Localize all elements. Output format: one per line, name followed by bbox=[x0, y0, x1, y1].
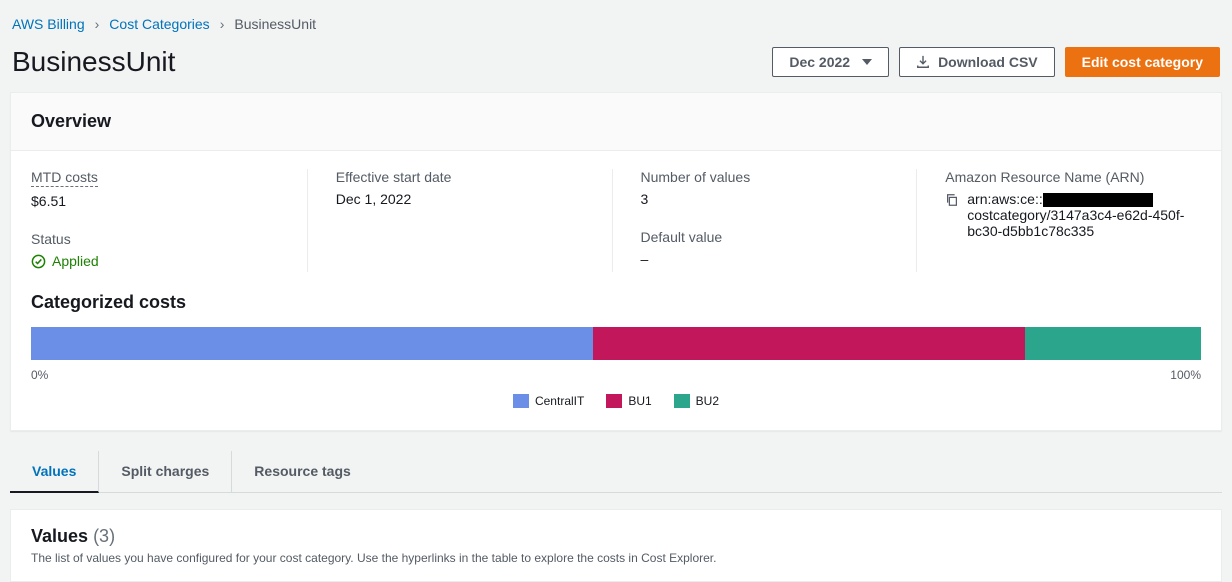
number-of-values-value: 3 bbox=[641, 191, 897, 207]
scale-min: 0% bbox=[31, 368, 48, 382]
legend-label: CentralIT bbox=[535, 394, 584, 408]
status-label: Status bbox=[31, 231, 287, 247]
tabs: Values Split charges Resource tags bbox=[10, 451, 1222, 493]
breadcrumb-root[interactable]: AWS Billing bbox=[12, 16, 85, 32]
download-csv-button[interactable]: Download CSV bbox=[899, 47, 1055, 77]
effective-start-date-label: Effective start date bbox=[336, 169, 592, 185]
legend-swatch bbox=[674, 394, 690, 408]
check-circle-icon bbox=[31, 254, 46, 269]
download-icon bbox=[916, 55, 930, 69]
default-value-label: Default value bbox=[641, 229, 897, 245]
effective-start-date-value: Dec 1, 2022 bbox=[336, 191, 592, 207]
page-title: BusinessUnit bbox=[12, 46, 175, 78]
chevron-right-icon: › bbox=[95, 16, 100, 32]
legend-item: CentralIT bbox=[513, 394, 584, 408]
redacted-segment bbox=[1043, 193, 1153, 207]
arn-label: Amazon Resource Name (ARN) bbox=[945, 169, 1201, 185]
chevron-right-icon: › bbox=[220, 16, 225, 32]
legend-label: BU1 bbox=[628, 394, 651, 408]
scale-max: 100% bbox=[1170, 368, 1201, 382]
copy-icon[interactable] bbox=[945, 193, 959, 207]
breadcrumb-current: BusinessUnit bbox=[234, 16, 316, 32]
values-description: The list of values you have configured f… bbox=[31, 551, 1201, 565]
default-value-value: – bbox=[641, 251, 897, 267]
month-selector-label: Dec 2022 bbox=[789, 54, 850, 70]
edit-cost-category-label: Edit cost category bbox=[1082, 54, 1203, 70]
mtd-costs-label: MTD costs bbox=[31, 169, 98, 187]
status-text: Applied bbox=[52, 253, 99, 269]
categorized-costs-title: Categorized costs bbox=[31, 292, 1201, 313]
breadcrumb-section[interactable]: Cost Categories bbox=[109, 16, 209, 32]
mtd-costs-value: $6.51 bbox=[31, 193, 287, 209]
legend-item: BU2 bbox=[674, 394, 719, 408]
overview-title: Overview bbox=[31, 111, 1201, 132]
categorized-costs-legend: CentralIT BU1 BU2 bbox=[31, 394, 1201, 408]
legend-item: BU1 bbox=[606, 394, 651, 408]
tab-values[interactable]: Values bbox=[10, 451, 99, 493]
values-panel: Values (3) The list of values you have c… bbox=[10, 509, 1222, 582]
number-of-values-label: Number of values bbox=[641, 169, 897, 185]
overview-panel: Overview MTD costs $6.51 Status bbox=[10, 92, 1222, 431]
bar-segment bbox=[1025, 327, 1201, 360]
legend-label: BU2 bbox=[696, 394, 719, 408]
tab-split-charges[interactable]: Split charges bbox=[99, 451, 232, 492]
status-value: Applied bbox=[31, 253, 99, 269]
legend-swatch bbox=[513, 394, 529, 408]
breadcrumb: AWS Billing › Cost Categories › Business… bbox=[10, 10, 1222, 46]
legend-swatch bbox=[606, 394, 622, 408]
values-count: (3) bbox=[93, 526, 115, 546]
bar-segment bbox=[593, 327, 1026, 360]
arn-value: arn:aws:ce::costcategory/3147a3c4-e62d-4… bbox=[967, 191, 1201, 239]
download-csv-label: Download CSV bbox=[938, 54, 1038, 70]
caret-down-icon bbox=[862, 59, 872, 65]
edit-cost-category-button[interactable]: Edit cost category bbox=[1065, 47, 1220, 77]
bar-segment bbox=[31, 327, 593, 360]
categorized-costs-bar bbox=[31, 327, 1201, 360]
tab-resource-tags[interactable]: Resource tags bbox=[232, 451, 372, 492]
values-title-text: Values bbox=[31, 526, 88, 546]
month-selector[interactable]: Dec 2022 bbox=[772, 47, 889, 77]
